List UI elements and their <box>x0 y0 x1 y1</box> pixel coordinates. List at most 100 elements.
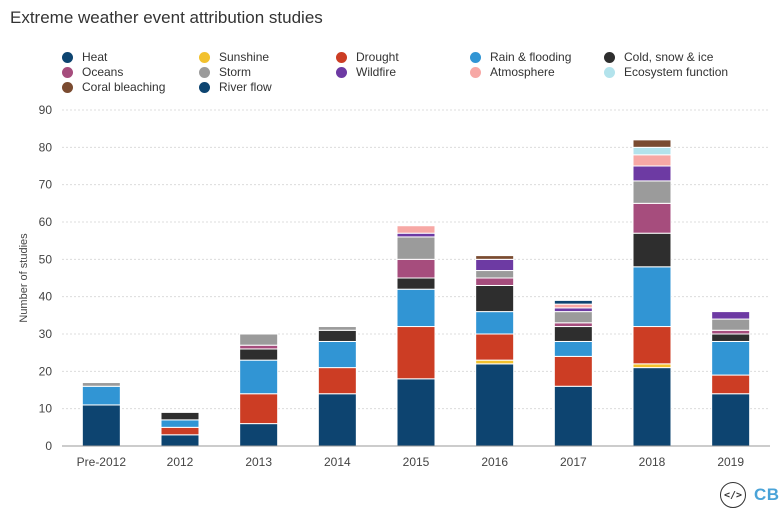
bar-segment <box>475 311 515 335</box>
bar-segment <box>632 266 672 328</box>
legend-item: Coral bleaching <box>62 80 165 94</box>
y-tick-label: 40 <box>39 290 53 304</box>
bar-segment <box>553 385 593 447</box>
embed-code-icon[interactable]: </> <box>720 482 746 508</box>
bar-segment <box>396 258 436 279</box>
x-tick-label: 2013 <box>245 455 272 469</box>
bar-segment <box>475 284 515 313</box>
bar-segment <box>553 326 593 342</box>
bar-segment <box>632 165 672 182</box>
legend-label: Storm <box>219 65 252 79</box>
legend-item: River flow <box>199 80 272 94</box>
bar-segment <box>553 307 593 313</box>
legend-swatch <box>336 51 347 63</box>
legend-swatch <box>199 66 210 78</box>
legend-label: Ecosystem function <box>624 65 729 79</box>
x-tick-label: 2014 <box>324 455 351 469</box>
legend-swatch <box>199 51 210 63</box>
x-tick-label: 2018 <box>639 455 666 469</box>
bar-segment <box>475 363 515 447</box>
legend-item: Sunshine <box>199 50 269 64</box>
bar-segment <box>396 232 436 238</box>
y-axis-label: Number of studies <box>18 233 30 323</box>
legend-label: Oceans <box>82 65 124 79</box>
bar-segment <box>711 374 751 395</box>
legend-item: Ecosystem function <box>604 65 728 79</box>
legend-swatch <box>470 51 481 63</box>
bar-segment <box>81 404 121 447</box>
bar-segment <box>632 363 672 369</box>
legend-swatch <box>336 66 347 78</box>
bar-segment <box>396 288 436 328</box>
bar-segment <box>711 333 751 342</box>
carbon-brief-logo: CB <box>754 485 780 504</box>
y-tick-label: 60 <box>39 215 53 229</box>
bar-segment <box>711 340 751 376</box>
bar-segment <box>81 382 121 387</box>
bar-segment <box>632 139 672 148</box>
y-tick-label: 30 <box>39 327 53 341</box>
bar-segment <box>632 154 672 167</box>
bar-segment <box>160 411 200 421</box>
x-tick-label: 2017 <box>560 455 587 469</box>
legend-swatch <box>604 51 615 63</box>
legend-label: Heat <box>82 50 108 64</box>
bar-segment <box>632 180 672 204</box>
legend-label: Cold, snow & ice <box>624 50 714 64</box>
bar-segment <box>317 393 357 447</box>
bar-segment <box>239 344 279 350</box>
y-tick-label: 80 <box>39 140 53 154</box>
legend-label: Sunshine <box>219 50 270 64</box>
bar-segment <box>711 318 751 331</box>
bar-segment <box>711 329 751 335</box>
bar-segment <box>553 303 593 309</box>
legend-label: Rain & flooding <box>490 50 572 64</box>
bar-segment <box>317 340 357 369</box>
y-tick-label: 90 <box>39 103 53 117</box>
bar-segment <box>317 367 357 395</box>
bar-segment <box>632 202 672 234</box>
bar-segment <box>239 393 279 425</box>
bar-segment <box>632 367 672 447</box>
bar-segment <box>553 322 593 328</box>
bar-segment <box>160 419 200 428</box>
legend-swatch <box>470 66 481 78</box>
bar-segment <box>553 340 593 357</box>
bar-segment <box>475 333 515 361</box>
legend-item: Oceans <box>62 65 123 79</box>
bar-segment <box>475 359 515 365</box>
legend-swatch <box>199 81 210 93</box>
bar-segment <box>317 329 357 342</box>
bar-segment <box>475 277 515 286</box>
y-tick-label: 70 <box>39 178 53 192</box>
bar-segment <box>632 146 672 156</box>
bar-segment <box>396 236 436 260</box>
bar-segment <box>711 311 751 320</box>
legend-item: Rain & flooding <box>470 50 571 64</box>
legend-item: Atmosphere <box>470 65 555 79</box>
bar-segment <box>396 378 436 447</box>
bar-segment <box>553 311 593 324</box>
bar-segment <box>553 299 593 305</box>
x-tick-label: 2012 <box>167 455 194 469</box>
bar-segment <box>711 393 751 447</box>
legend-item: Wildfire <box>336 65 396 79</box>
x-tick-label: 2019 <box>717 455 744 469</box>
bar-segment <box>239 348 279 361</box>
bar-segment <box>396 225 436 234</box>
legend-swatch <box>62 81 73 93</box>
legend-item: Heat <box>62 50 107 64</box>
bar-segment <box>239 423 279 447</box>
branding: </> CB <box>720 482 780 508</box>
legend-item: Storm <box>199 65 251 79</box>
y-tick-label: 50 <box>39 252 53 266</box>
bar-segment <box>475 255 515 260</box>
legend-item: Cold, snow & ice <box>604 50 713 64</box>
bar-segment <box>160 434 200 447</box>
legend-label: Coral bleaching <box>82 80 166 94</box>
legend-swatch <box>62 51 73 63</box>
bar-segment <box>239 359 279 395</box>
legend-item: Drought <box>336 50 399 64</box>
y-tick-label: 10 <box>39 402 53 416</box>
